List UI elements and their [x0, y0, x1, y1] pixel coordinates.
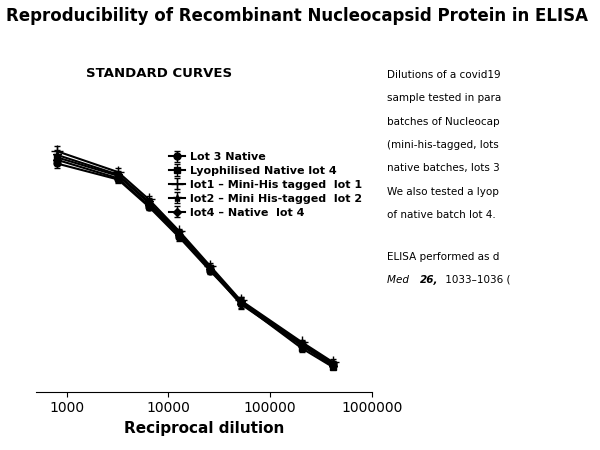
Text: batches of Nucleocap: batches of Nucleocap	[387, 117, 500, 126]
Text: (mini-his-tagged, lots: (mini-his-tagged, lots	[387, 140, 499, 150]
Text: Med: Med	[387, 275, 412, 285]
Text: ELISA performed as d: ELISA performed as d	[387, 252, 499, 261]
Text: Dilutions of a covid19: Dilutions of a covid19	[387, 70, 500, 80]
Legend: Lot 3 Native, Lyophilised Native lot 4, lot1 – Mini-His tagged  lot 1, lot2 – Mi: Lot 3 Native, Lyophilised Native lot 4, …	[164, 148, 367, 222]
Text: 1033–1036 (: 1033–1036 (	[442, 275, 511, 285]
Text: We also tested a lyop: We also tested a lyop	[387, 187, 499, 197]
Text: Reproducibility of Recombinant Nucleocapsid Protein in ELISA: Reproducibility of Recombinant Nucleocap…	[6, 7, 588, 25]
Text: of native batch lot 4.: of native batch lot 4.	[387, 210, 496, 220]
X-axis label: Reciprocal dilution: Reciprocal dilution	[124, 421, 284, 436]
Text: sample tested in para: sample tested in para	[387, 93, 501, 103]
Text: STANDARD CURVES: STANDARD CURVES	[86, 67, 233, 80]
Text: 26,: 26,	[420, 275, 439, 285]
Text: native batches, lots 3: native batches, lots 3	[387, 163, 500, 173]
